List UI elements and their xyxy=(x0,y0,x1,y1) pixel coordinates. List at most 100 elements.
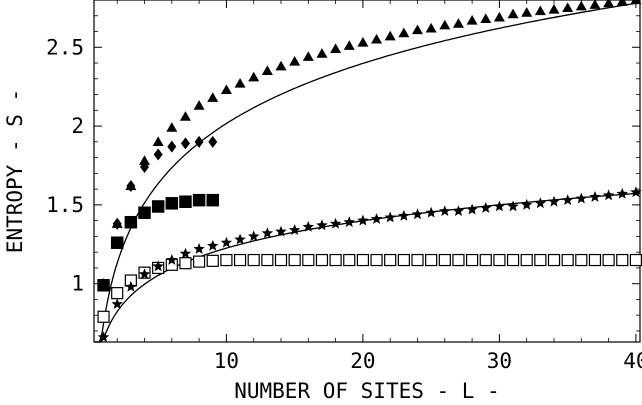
open-square-marker xyxy=(370,253,383,267)
open-square-marker xyxy=(534,253,547,267)
diamond-marker xyxy=(208,135,218,148)
triangle-marker xyxy=(289,55,301,66)
star-marker xyxy=(630,186,642,198)
open-square-marker xyxy=(616,253,629,267)
triangle-marker xyxy=(466,14,478,25)
triangle-marker xyxy=(357,37,369,47)
triangle-marker xyxy=(575,0,587,11)
filled-square-marker xyxy=(110,236,124,249)
triangle-marker xyxy=(493,11,505,22)
open-square-marker xyxy=(602,253,615,267)
open-square-marker xyxy=(343,253,356,267)
data-markers xyxy=(97,0,642,343)
star-marker xyxy=(575,192,587,204)
star-marker xyxy=(589,191,601,202)
star-marker xyxy=(439,205,451,216)
y-tick-label: 2.5 xyxy=(46,35,84,59)
filled-square-marker xyxy=(192,193,206,207)
triangle-marker xyxy=(275,60,287,71)
open-square-marker xyxy=(274,253,288,267)
triangle-marker xyxy=(152,136,164,146)
triangle-marker xyxy=(562,2,574,13)
filled-square-marker xyxy=(179,195,192,208)
filled-square-marker xyxy=(165,197,179,210)
diamond-marker xyxy=(180,137,190,150)
triangle-marker xyxy=(139,155,151,165)
diamond-marker xyxy=(167,140,177,153)
open-square-marker xyxy=(466,253,479,267)
open-square-marker xyxy=(97,310,110,323)
star-marker xyxy=(316,219,328,231)
triangle-marker xyxy=(384,30,396,41)
filled-square-marker xyxy=(97,279,110,292)
open-square-marker xyxy=(561,253,574,267)
open-square-marker xyxy=(629,253,642,267)
star-marker xyxy=(179,247,192,259)
star-marker xyxy=(398,209,410,221)
triangle-marker xyxy=(193,100,205,110)
diamond-marker xyxy=(126,179,136,192)
star-marker xyxy=(261,227,274,239)
triangle-marker xyxy=(234,78,246,88)
open-square-marker xyxy=(588,253,602,267)
open-square-marker xyxy=(547,253,561,267)
star-marker xyxy=(548,195,560,207)
open-square-marker xyxy=(247,253,260,267)
star-marker xyxy=(302,220,314,232)
fit-lines xyxy=(94,2,641,343)
triangle-marker xyxy=(166,122,178,132)
open-square-marker xyxy=(452,253,465,267)
star-marker xyxy=(343,216,355,228)
filled-square-marker xyxy=(206,193,220,207)
open-square-marker xyxy=(288,253,301,267)
star-marker xyxy=(411,208,424,220)
open-square-marker xyxy=(425,253,438,267)
y-axis-ticks: 1 1.5 2 2.5 xyxy=(46,15,640,332)
triangle-marker xyxy=(480,13,492,24)
star-marker xyxy=(616,187,628,199)
diamond-marker xyxy=(140,161,150,174)
triangle-marker xyxy=(248,71,260,82)
triangle-marker xyxy=(207,92,219,102)
diamond-marker xyxy=(112,217,122,230)
star-marker xyxy=(534,197,547,209)
star-marker xyxy=(288,224,301,235)
triangle-marker xyxy=(412,24,424,35)
star-marker xyxy=(561,194,574,205)
triangle-marker xyxy=(179,111,191,121)
x-axis-label: NUMBER OF SITES - L - xyxy=(234,379,500,403)
star-marker xyxy=(521,198,533,210)
triangle-marker xyxy=(398,27,410,38)
star-marker xyxy=(480,202,492,213)
star-marker xyxy=(193,243,205,254)
triangle-marker xyxy=(521,7,533,17)
y-tick-label: 2 xyxy=(71,114,84,138)
open-square-marker xyxy=(438,253,451,267)
open-square-marker xyxy=(506,253,520,267)
open-square-marker xyxy=(493,253,506,267)
triangle-marker xyxy=(548,3,560,14)
y-tick-label: 1 xyxy=(71,272,84,296)
plot-frame xyxy=(93,0,641,343)
star-marker xyxy=(602,189,615,201)
star-marker xyxy=(234,233,246,245)
y-axis-label: ENTROPY - S - xyxy=(3,89,27,253)
star-marker xyxy=(207,239,219,251)
x-tick-label: 30 xyxy=(487,349,512,373)
open-square-marker xyxy=(384,253,397,267)
filled-square-marker xyxy=(138,206,151,220)
fit-line-triangle xyxy=(94,2,641,343)
star-marker xyxy=(507,200,519,212)
open-square-marker xyxy=(479,253,492,267)
star-marker xyxy=(452,205,465,216)
open-square-marker xyxy=(315,253,329,267)
star-marker xyxy=(357,214,369,226)
diamond-marker xyxy=(153,148,163,161)
star-marker xyxy=(152,260,164,272)
star-marker xyxy=(138,268,151,280)
triangle-marker xyxy=(343,40,355,50)
triangle-marker xyxy=(371,33,383,44)
y-tick-label: 1.5 xyxy=(46,193,84,217)
triangle-marker xyxy=(616,0,628,6)
